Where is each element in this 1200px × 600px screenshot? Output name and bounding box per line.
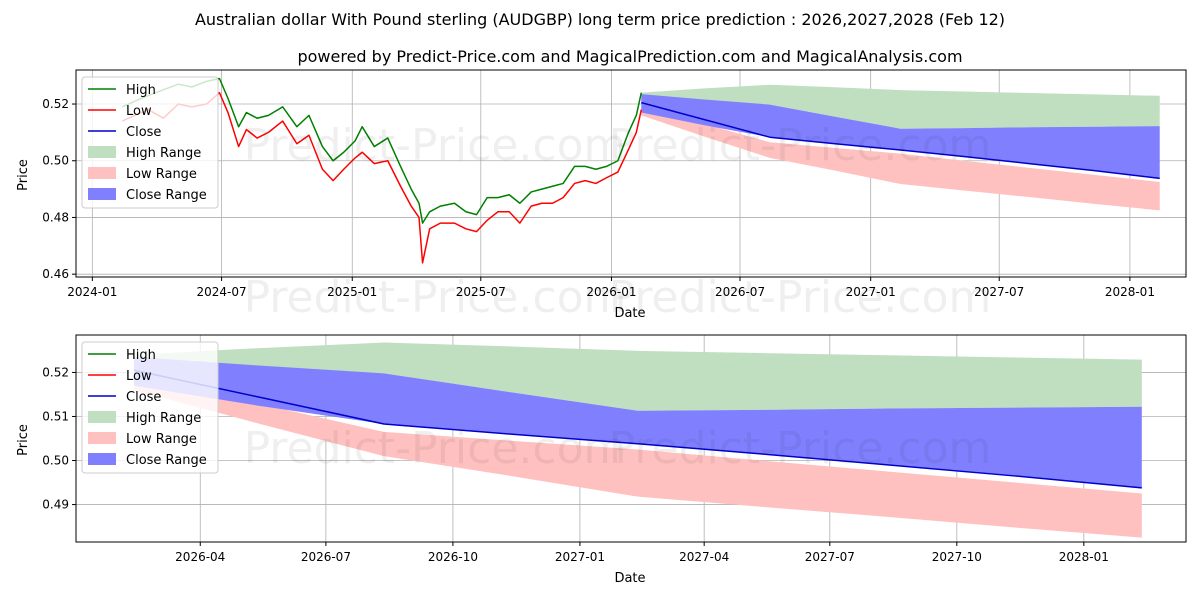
top-x-tick-label: 2024-01	[67, 285, 117, 299]
top-close-range-area	[641, 94, 1160, 179]
bottom-x-tick-label: 2027-04	[679, 550, 729, 564]
top-y-tick-label: 0.46	[42, 267, 69, 281]
bottom-legend-label: Low Range	[126, 432, 197, 447]
top-x-tick-label: 2024-07	[197, 285, 247, 299]
top-legend-label: Close	[126, 125, 161, 140]
bottom-close-forecast-line	[133, 369, 1142, 489]
top-x-tick-label: 2028-01	[1105, 285, 1155, 299]
top-plot-frame	[75, 69, 1187, 278]
bottom-legend-label: High	[126, 348, 156, 363]
bottom-y-axis-ticks: 0.49 0.50 0.51 0.52	[42, 365, 76, 512]
top-x-tick-label: 2025-07	[456, 285, 506, 299]
top-legend-swatch	[88, 167, 116, 179]
bottom-close-range-area	[133, 357, 1142, 488]
bottom-legend-label: Close Range	[126, 453, 207, 468]
top-low-range-area	[641, 106, 1160, 211]
bottom-watermark-2: Predict-Price.com	[609, 423, 992, 474]
bottom-plot-frame	[75, 334, 1187, 543]
top-x-tick-label: 2027-01	[846, 285, 896, 299]
bottom-legend-label: Close	[126, 390, 161, 405]
top-y-axis-label: Price	[16, 159, 31, 191]
top-series-lines	[121, 77, 1160, 264]
top-x-axis-ticks: 2024-01 2024-07 2025-01 2025-07 2026-01 2026-…	[67, 277, 1155, 299]
top-legend-label: Low Range	[126, 167, 197, 182]
top-y-tick-label: 0.48	[42, 210, 69, 224]
bottom-x-tick-label: 2027-07	[805, 550, 855, 564]
bottom-x-tick-label: 2027-01	[555, 550, 605, 564]
top-x-tick-label: 2027-07	[974, 285, 1024, 299]
top-x-tick-label: 2026-01	[586, 285, 636, 299]
top-legend-label: Close Range	[126, 188, 207, 203]
bottom-x-axis-label: Date	[614, 571, 645, 586]
top-y-tick-label: 0.50	[42, 154, 69, 168]
top-low-line	[121, 91, 643, 264]
top-high-line	[121, 77, 643, 224]
top-range-areas	[641, 84, 1160, 211]
chart-subtitle: powered by Predict-Price.com and Magical…	[297, 47, 962, 66]
bottom-y-tick-label: 0.52	[42, 365, 69, 379]
bottom-panel: Predict-Price.com Predict-Price.com 2026…	[16, 334, 1187, 586]
bottom-legend-label: High Range	[126, 411, 201, 426]
bottom-low-range-area	[133, 376, 1142, 538]
top-legend-label: Low	[126, 104, 152, 119]
top-x-tick-label: 2025-01	[327, 285, 377, 299]
bottom-x-tick-label: 2026-10	[428, 550, 478, 564]
top-y-axis-ticks: 0.46 0.48 0.50 0.52	[42, 97, 76, 281]
top-legend-swatch	[88, 188, 116, 200]
top-panel: Predict-Price.com Predict-Price.com Pred…	[16, 69, 1187, 323]
bottom-y-tick-label: 0.50	[42, 454, 69, 468]
top-x-axis-label: Date	[614, 306, 645, 321]
bottom-y-tick-label: 0.49	[42, 498, 69, 512]
top-y-tick-label: 0.52	[42, 97, 69, 111]
bottom-legend-swatch	[88, 411, 116, 423]
bottom-high-range-area	[133, 342, 1142, 411]
bottom-y-axis-label: Price	[16, 424, 31, 456]
bottom-x-tick-label: 2027-10	[932, 550, 982, 564]
top-watermark-3: Predict-Price.com	[244, 272, 627, 323]
top-legend-label: High	[126, 83, 156, 98]
bottom-x-tick-label: 2026-04	[175, 550, 225, 564]
bottom-legend-label: Low	[126, 369, 152, 384]
bottom-y-tick-label: 0.51	[42, 409, 69, 423]
top-legend-swatch	[88, 146, 116, 158]
bottom-legend: High Low Close High Range Low Range Close Ran…	[81, 341, 219, 474]
bottom-legend-swatch	[88, 432, 116, 444]
chart-title: Australian dollar With Pound sterling (A…	[195, 10, 1005, 29]
top-legend-label: High Range	[126, 146, 201, 161]
bottom-x-tick-label: 2028-01	[1059, 550, 1109, 564]
top-watermark-2: Predict-Price.com	[609, 120, 992, 171]
bottom-series-lines	[133, 369, 1142, 489]
bottom-x-tick-label: 2026-07	[301, 550, 351, 564]
top-watermark-1: Predict-Price.com	[244, 120, 627, 171]
top-legend: High Low Close High Range Low Range Close Ran…	[81, 76, 219, 209]
bottom-watermark-1: Predict-Price.com	[244, 423, 627, 474]
top-x-tick-label: 2026-07	[715, 285, 765, 299]
bottom-legend-swatch	[88, 453, 116, 465]
bottom-x-axis-ticks: 2026-04 2026-07 2026-10 2027-01 2027-04 2027-…	[175, 542, 1109, 564]
top-high-range-area	[641, 84, 1160, 129]
top-close-forecast-line	[641, 101, 1160, 180]
bottom-range-areas	[133, 342, 1142, 538]
top-watermark-4: Predict-Price.com	[609, 272, 992, 323]
